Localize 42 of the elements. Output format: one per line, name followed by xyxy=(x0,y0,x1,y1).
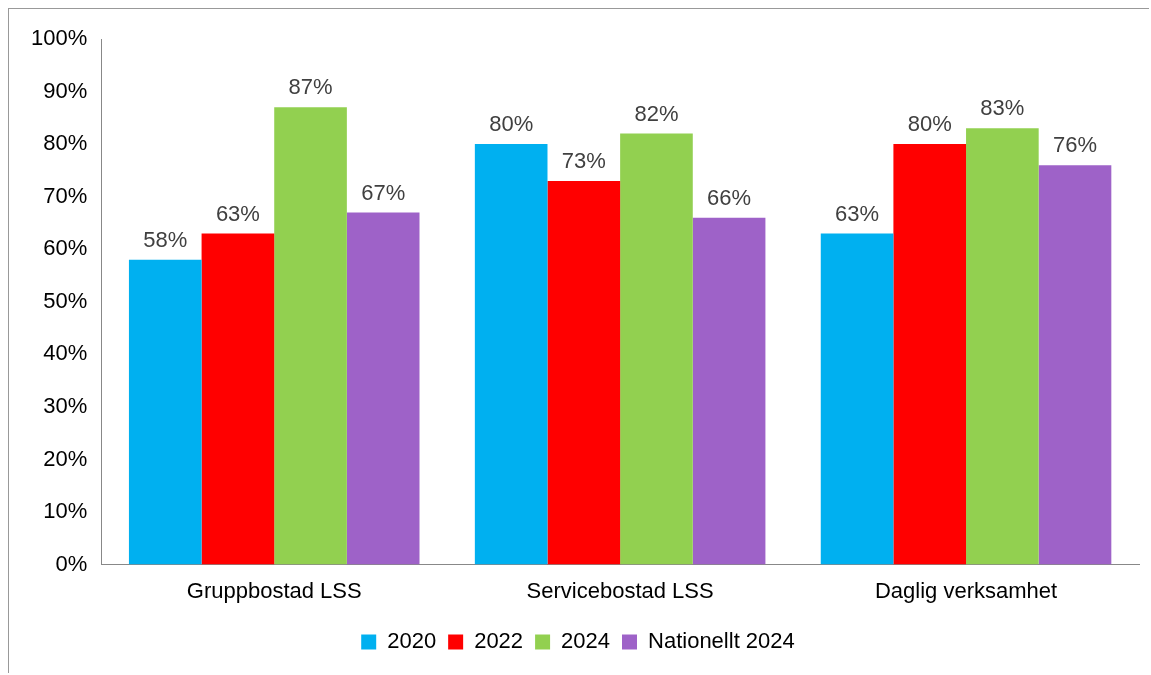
legend-label: 2024 xyxy=(561,628,611,654)
data-label: 63% xyxy=(215,200,260,226)
bar xyxy=(692,217,766,565)
y-tick-label: 10% xyxy=(43,498,88,524)
x-tick-label: Gruppbostad LSS xyxy=(186,577,362,603)
legend-label: 2020 xyxy=(387,628,437,654)
bar xyxy=(128,259,202,565)
data-label: 80% xyxy=(489,111,534,137)
bar xyxy=(346,212,420,565)
data-label: 76% xyxy=(1052,132,1098,158)
data-label: 73% xyxy=(561,147,606,173)
bar xyxy=(274,107,347,565)
data-label: 83% xyxy=(980,95,1025,121)
y-tick-label: 40% xyxy=(43,340,88,366)
x-tick-label: Servicebostad LSS xyxy=(526,577,714,603)
y-tick-label: 0% xyxy=(55,550,88,576)
data-label: 63% xyxy=(835,200,880,226)
legend-label: Nationellt 2024 xyxy=(648,628,795,654)
data-label: 80% xyxy=(907,111,952,137)
data-label: 67% xyxy=(361,179,406,205)
bar xyxy=(820,233,894,565)
data-label: 82% xyxy=(634,100,679,126)
bar xyxy=(893,144,967,565)
y-tick-label: 100% xyxy=(30,25,88,51)
y-tick-label: 70% xyxy=(43,182,88,208)
y-tick-label: 90% xyxy=(43,77,88,103)
y-tick-label: 30% xyxy=(43,392,88,418)
legend-label: 2022 xyxy=(474,628,524,654)
bar xyxy=(1038,165,1112,565)
data-label: 87% xyxy=(288,74,333,100)
bar xyxy=(201,233,275,565)
bar xyxy=(966,128,1039,565)
y-tick-label: 50% xyxy=(43,287,88,313)
y-tick-label: 60% xyxy=(43,235,88,261)
y-tick-label: 80% xyxy=(43,130,88,156)
bar xyxy=(547,180,621,565)
bar xyxy=(474,144,548,565)
bar xyxy=(620,133,693,565)
data-label: 66% xyxy=(707,184,752,210)
y-tick-label: 20% xyxy=(43,445,88,471)
data-label: 58% xyxy=(143,226,188,252)
x-tick-label: Daglig verksamhet xyxy=(874,577,1058,603)
